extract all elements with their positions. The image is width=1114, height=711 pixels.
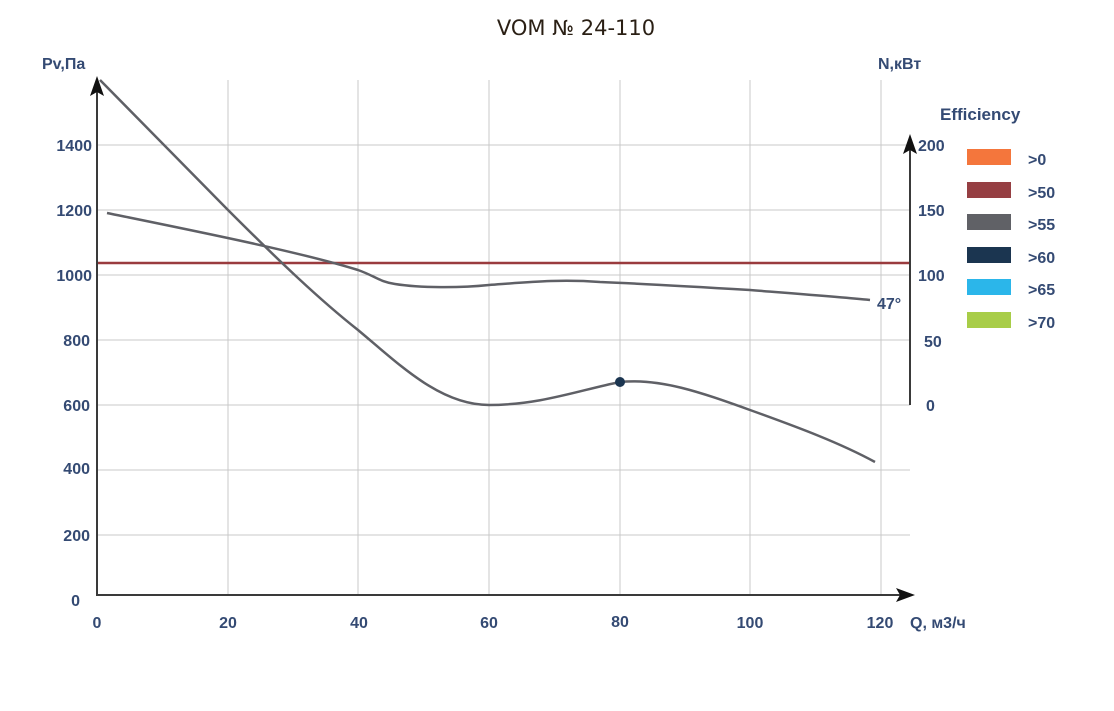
svg-text:800: 800 [63,333,90,350]
svg-text:150: 150 [918,203,945,220]
svg-text:120: 120 [867,615,894,632]
legend-item: >70 [940,304,1055,337]
pressure-curve [99,79,876,464]
svg-text:60: 60 [480,615,498,632]
x-axis [97,588,915,602]
svg-text:80: 80 [611,614,629,631]
legend-swatch-green [967,311,1011,328]
y-axis-right [903,134,917,405]
svg-text:200: 200 [63,528,90,545]
legend-item: >0 [940,141,1055,174]
legend-swatch-orange [967,149,1011,166]
operating-point-marker [615,377,625,387]
svg-text:100: 100 [918,268,945,285]
legend-swatch-maroon [967,181,1011,198]
y-left-axis-label: Pv,Па [42,56,85,73]
legend-swatch-navy [967,246,1011,263]
svg-text:600: 600 [63,398,90,415]
legend-title: Efficiency [940,105,1021,124]
legend-item: >65 [940,271,1055,304]
chart-title: VOM № 24-110 [496,16,656,40]
legend-swatch-cyan [967,279,1011,296]
x-axis-label: Q, м3/ч [910,615,966,632]
efficiency-legend: Efficiency >0 >50 >55 >60 >65 >70 [940,105,1055,336]
svg-text:0: 0 [71,593,80,610]
y-right-tick-labels: 200 150 100 50 0 [918,138,945,415]
svg-text:50: 50 [924,334,942,351]
power-curve [106,211,871,302]
legend-item: >55 [940,206,1055,239]
vertical-gridlines [227,80,882,596]
svg-text:0: 0 [926,398,935,415]
y-left-tick-labels: 1400 1200 1000 800 600 400 200 0 [56,138,92,610]
legend-item: >60 [940,239,1055,272]
angle-annotation: 47° [877,296,901,313]
svg-text:0: 0 [93,615,102,632]
horizontal-gridlines [97,144,910,536]
svg-text:40: 40 [350,615,368,632]
svg-text:1400: 1400 [56,138,92,155]
svg-text:1200: 1200 [56,203,92,220]
svg-text:400: 400 [63,461,90,478]
legend-item: >50 [940,174,1055,207]
legend-swatch-gray [967,214,1011,231]
svg-text:200: 200 [918,138,945,155]
y-axis-left [90,76,104,596]
x-tick-labels: 0 20 40 60 80 100 120 [93,614,894,632]
y-right-axis-label: N,кВт [878,56,921,73]
svg-text:1000: 1000 [56,268,92,285]
svg-text:100: 100 [737,615,764,632]
svg-text:20: 20 [219,615,237,632]
